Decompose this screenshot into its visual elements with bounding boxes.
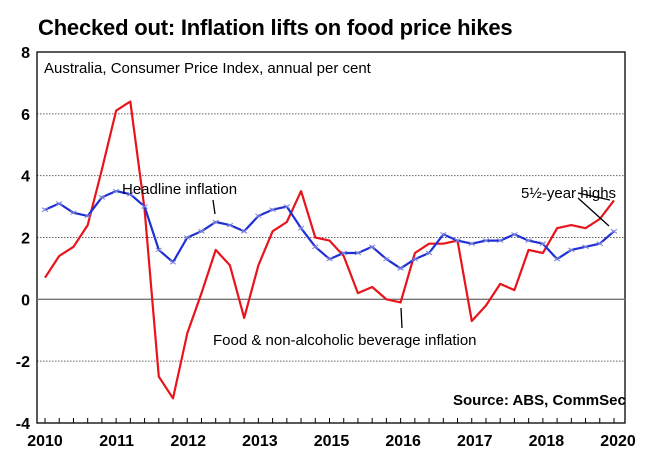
data-point <box>525 238 532 244</box>
x-axis-ticks <box>44 418 615 423</box>
x-axis-tick-labels: 2010 2011 2012 2013 2015 2016 2017 2018 2020 <box>27 433 636 450</box>
x-tick-label: 2020 <box>600 433 636 450</box>
data-point <box>70 210 77 216</box>
data-point <box>269 207 276 213</box>
data-point <box>41 207 49 213</box>
x-tick-label: 2017 <box>457 433 493 450</box>
y-tick-label: 8 <box>21 45 30 62</box>
series-headline <box>41 188 618 271</box>
data-point <box>155 247 163 253</box>
x-tick-label: 2010 <box>27 433 63 450</box>
data-point <box>212 219 219 225</box>
data-point <box>539 241 547 247</box>
data-point <box>411 256 419 262</box>
annotations: Headline inflation Food & non-alcoholic … <box>122 181 616 349</box>
chart-subtitle: Australia, Consumer Price Index, annual … <box>44 60 372 77</box>
data-point <box>198 228 205 234</box>
chart-title: Checked out: Inflation lifts on food pri… <box>38 15 513 40</box>
x-tick-label: 2011 <box>99 433 134 450</box>
data-point <box>596 241 604 247</box>
data-point <box>84 213 91 219</box>
y-tick-label: 0 <box>21 292 30 309</box>
data-point <box>340 250 348 256</box>
data-point <box>226 222 234 228</box>
data-point <box>55 201 63 206</box>
x-tick-label: 2012 <box>170 433 206 450</box>
annotation-headline-leader <box>212 199 216 215</box>
data-point <box>440 231 447 237</box>
y-tick-label: 2 <box>21 231 30 248</box>
data-point <box>368 244 376 250</box>
gridlines <box>37 113 625 362</box>
data-point <box>183 235 191 240</box>
annotation-food-leader <box>400 307 403 329</box>
data-point <box>311 244 319 250</box>
data-point <box>425 250 433 256</box>
data-point <box>454 238 461 244</box>
data-point <box>127 191 134 197</box>
data-point <box>283 204 291 209</box>
data-point <box>240 228 248 234</box>
data-point <box>354 250 362 256</box>
data-point <box>397 266 404 271</box>
data-point <box>610 228 618 234</box>
series-line <box>44 100 615 400</box>
data-point <box>482 238 490 244</box>
data-point <box>568 247 575 253</box>
data-point <box>98 194 106 200</box>
x-tick-label: 2013 <box>242 433 278 450</box>
series-layer <box>41 100 618 400</box>
data-point <box>383 256 390 262</box>
annotation-highs-leader-food <box>577 192 611 201</box>
y-tick-label: -2 <box>16 354 30 371</box>
data-point <box>169 259 177 265</box>
source-note: Source: ABS, CommSec <box>453 392 626 409</box>
annotation-highs-leader-headline <box>577 197 610 227</box>
y-tick-label: 4 <box>21 169 30 186</box>
y-axis-tick-labels: -4 -2 0 2 4 6 8 <box>16 45 30 433</box>
y-tick-label: 6 <box>21 107 30 124</box>
x-tick-label: 2015 <box>314 433 350 450</box>
data-point <box>297 225 305 231</box>
annotation-headline: Headline inflation <box>122 181 237 198</box>
data-point <box>582 244 589 250</box>
data-point <box>112 188 120 194</box>
series-line <box>44 190 615 270</box>
plot-frame <box>36 51 626 424</box>
data-point <box>468 241 476 247</box>
annotation-food: Food & non-alcoholic beverage inflation <box>213 332 477 349</box>
series-food <box>44 100 615 400</box>
data-point <box>326 256 333 262</box>
data-point <box>511 231 518 237</box>
y-tick-label: -4 <box>16 416 30 433</box>
data-point <box>255 213 262 219</box>
annotation-highs: 5½-year highs <box>521 185 616 202</box>
x-tick-label: 2016 <box>385 433 421 450</box>
data-point <box>141 204 148 209</box>
x-tick-label: 2018 <box>529 433 565 450</box>
data-point <box>496 238 504 244</box>
data-point <box>553 256 561 262</box>
